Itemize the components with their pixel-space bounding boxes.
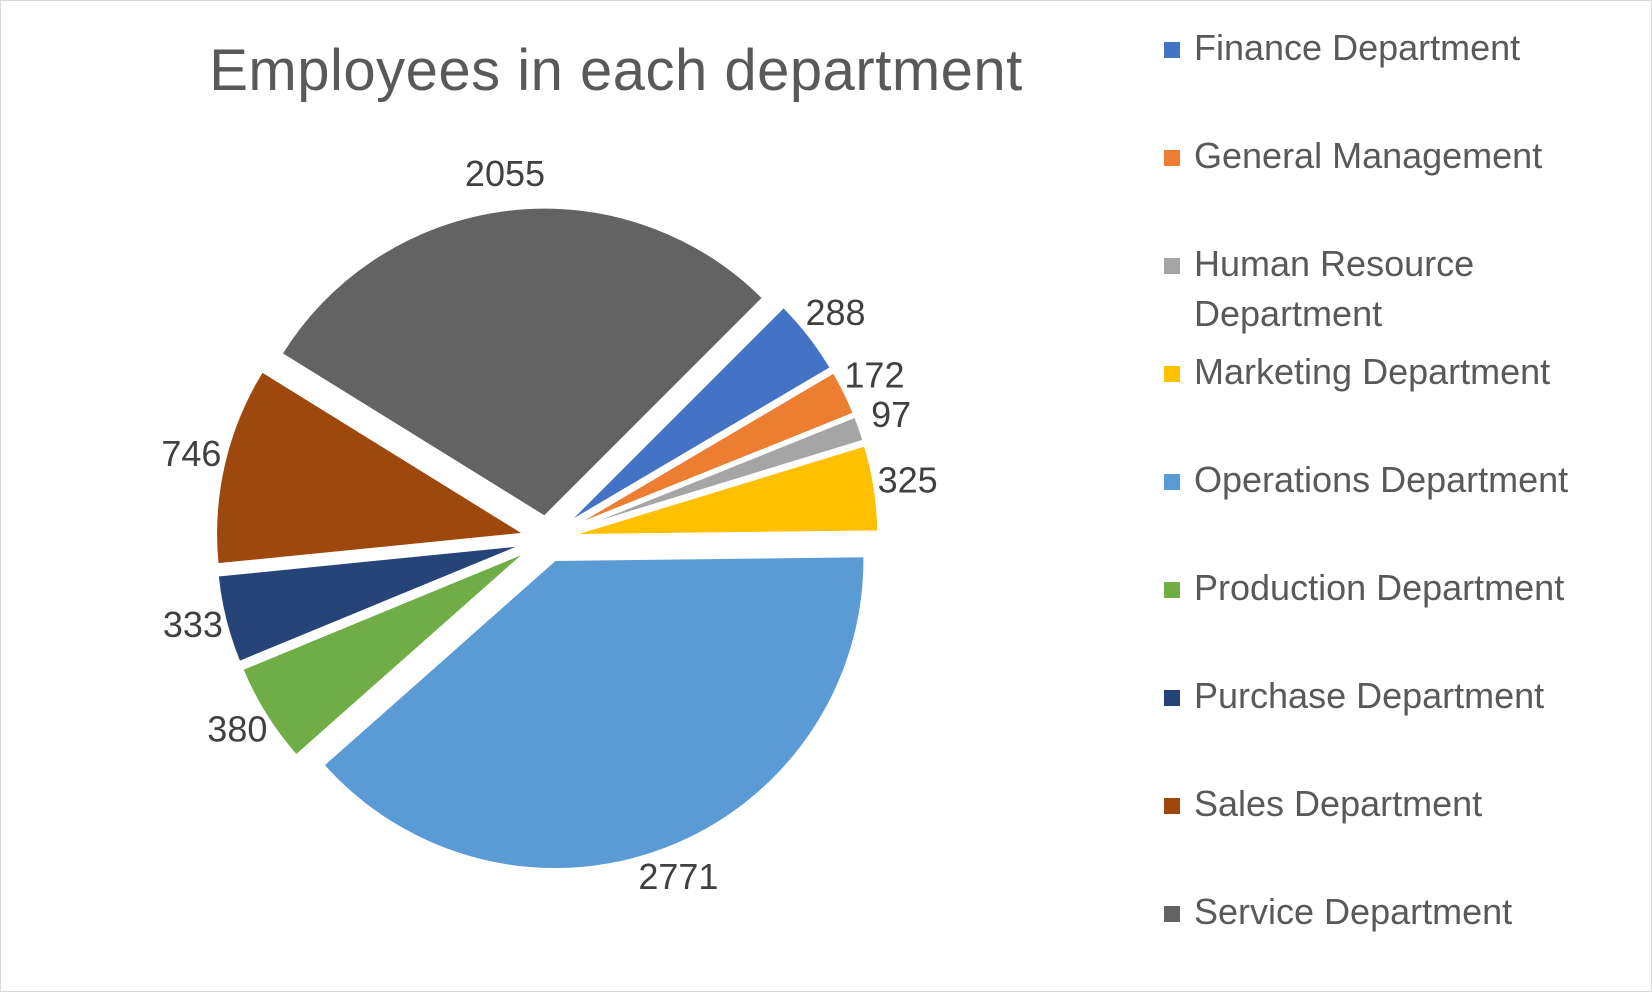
legend-label: Service Department: [1194, 891, 1513, 932]
legend-swatch: [1164, 42, 1180, 58]
legend-swatch: [1164, 582, 1180, 598]
legend-swatch: [1164, 474, 1180, 490]
legend-swatch: [1164, 150, 1180, 166]
legend-label: General Management: [1194, 135, 1543, 176]
legend-item-marketing-department: Marketing Department: [1164, 347, 1644, 397]
data-label-finance-department: 288: [805, 292, 865, 333]
pie-slice-sales-department: [214, 368, 531, 567]
data-label-marketing-department: 325: [878, 459, 938, 500]
data-label-sales-department: 746: [161, 433, 221, 474]
pie-slice-general-management: [565, 369, 857, 531]
data-label-human-resource-department: 97: [871, 394, 911, 435]
legend-item-sales-department: Sales Department: [1164, 779, 1644, 829]
legend-item-service-department: Service Department: [1164, 887, 1644, 937]
legend-swatch: [1164, 366, 1180, 382]
legend-swatch: [1164, 258, 1180, 274]
pie-slice-purchase-department: [215, 542, 527, 665]
data-label-operations-department: 2771: [638, 856, 718, 897]
legend-swatch: [1164, 906, 1180, 922]
data-label-production-department: 380: [207, 709, 267, 750]
data-label-purchase-department: 333: [163, 604, 223, 645]
pie-slice-production-department: [239, 549, 530, 759]
legend-item-production-department: Production Department: [1164, 563, 1644, 613]
pie-slice-finance-department: [563, 304, 834, 527]
legend-label: Operations Department: [1194, 459, 1569, 500]
pie-slice-marketing-department: [568, 442, 881, 538]
pie-slice-operations-department: [320, 554, 867, 872]
pie-slices: [214, 205, 881, 872]
legend-swatch: [1164, 798, 1180, 814]
legend-item-human-resource-department: Human Resource Department: [1164, 239, 1644, 339]
legend-item-finance-department: Finance Department: [1164, 23, 1644, 73]
legend-label: Finance Department: [1194, 27, 1521, 68]
legend-item-operations-department: Operations Department: [1164, 455, 1644, 505]
data-label-general-management: 172: [844, 354, 904, 395]
legend-label: Human Resource Department: [1194, 243, 1475, 334]
legend-label: Sales Department: [1194, 783, 1483, 824]
legend-swatch: [1164, 690, 1180, 706]
legend-label: Marketing Department: [1194, 351, 1551, 392]
legend-item-general-management: General Management: [1164, 131, 1644, 181]
pie-slice-service-department: [278, 205, 766, 520]
legend-label: Production Department: [1194, 567, 1565, 608]
legend-item-purchase-department: Purchase Department: [1164, 671, 1644, 721]
data-label-service-department: 2055: [465, 153, 545, 194]
chart-title: Employees in each department: [209, 38, 1023, 103]
pie-slice-human-resource-department: [567, 414, 867, 534]
legend-label: Purchase Department: [1194, 675, 1545, 716]
